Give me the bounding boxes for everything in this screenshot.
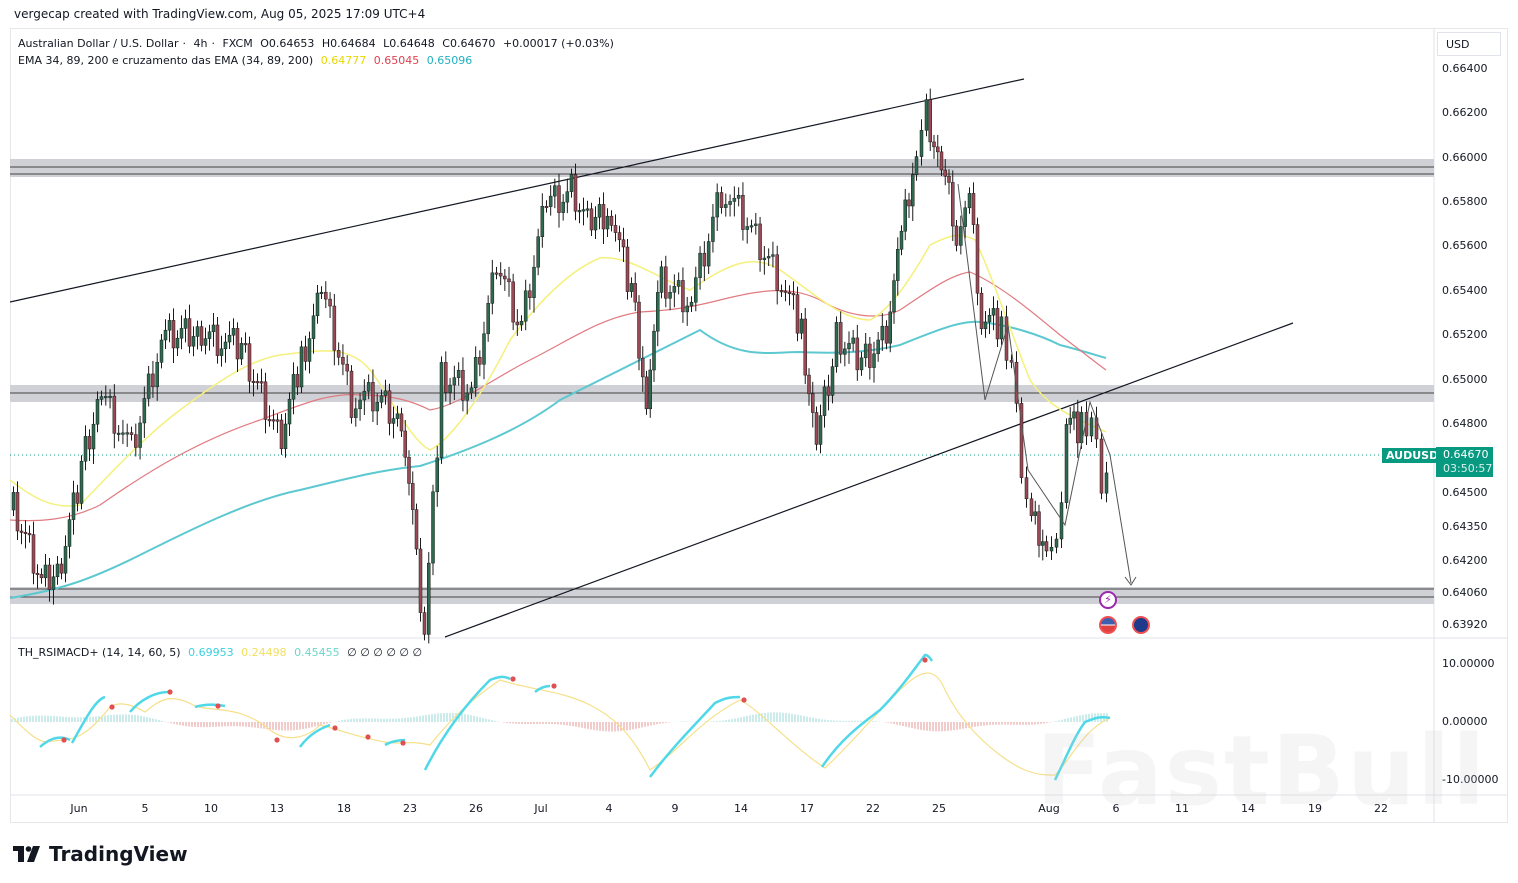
- time-tick: 25: [932, 802, 946, 815]
- price-tick: 0.64350: [1442, 520, 1488, 533]
- time-tick: 5: [141, 802, 149, 815]
- price-tick: 0.66400: [1442, 62, 1488, 75]
- time-tick: 4: [605, 802, 613, 815]
- time-tick: 19: [1308, 802, 1322, 815]
- tradingview-logo-icon: [13, 846, 40, 862]
- ema200-line: [9, 320, 1107, 599]
- price-tick: 0.65800: [1442, 195, 1488, 208]
- chart-frame: [10, 28, 1508, 823]
- event-flash-icon[interactable]: ⚡: [1099, 591, 1117, 609]
- price-tick: 0.66200: [1442, 106, 1488, 119]
- time-tick: Jun: [70, 802, 88, 815]
- indicator-value-2: 0.24498: [241, 646, 287, 659]
- price-tick: 0.64800: [1442, 417, 1488, 430]
- ema34-value: 0.64777: [320, 54, 367, 67]
- time-tick: 14: [1241, 802, 1255, 815]
- indicator-title[interactable]: TH_RSIMACD+ (14, 14, 60, 5): [18, 646, 181, 659]
- interval[interactable]: 4h: [193, 37, 208, 50]
- time-tick: 26: [469, 802, 483, 815]
- last-price-tag: 0.64670 03:50:57: [1436, 447, 1493, 477]
- last-price: 0.64670: [1443, 448, 1489, 461]
- price-tick: 0.65000: [1442, 373, 1488, 386]
- candlesticks: [11, 88, 1109, 644]
- price-tick: 0.66000: [1442, 151, 1488, 164]
- indicator-value-3: 0.45455: [294, 646, 340, 659]
- price-tick: 0.65600: [1442, 239, 1488, 252]
- ohlc-low: L0.64648: [383, 37, 435, 50]
- au-flag-event-icon[interactable]: [1132, 616, 1150, 634]
- ema-indicator-title[interactable]: EMA 34, 89, 200 e cruzamento das EMA (34…: [18, 54, 314, 67]
- indicator-value-1: 0.69953: [188, 646, 234, 659]
- time-tick: 23: [403, 802, 417, 815]
- resistance-zone[interactable]: [10, 159, 1434, 177]
- indicator-tick: -10.00000: [1442, 773, 1499, 786]
- indicator-histogram: [11, 712, 1108, 732]
- watermark: FastBull: [1036, 715, 1488, 827]
- ema34-line: [9, 234, 1107, 507]
- time-tick: 22: [866, 802, 880, 815]
- ema89-line: [9, 271, 1107, 522]
- indicator-legend: TH_RSIMACD+ (14, 14, 60, 5) 0.69953 0.24…: [18, 646, 426, 659]
- time-tick: 6: [1112, 802, 1120, 815]
- ohlc-change: +0.00017 (+0.03%): [502, 37, 614, 50]
- us-flag-event-icon[interactable]: [1099, 616, 1117, 634]
- ohlc-high: H0.64684: [321, 37, 376, 50]
- mid-zone[interactable]: [10, 385, 1434, 402]
- main-legend: Australian Dollar / U.S. Dollar · 4h · FXC…: [18, 37, 614, 67]
- lower-channel-line[interactable]: [444, 322, 1294, 638]
- indicator-main-line: [39, 653, 1111, 781]
- time-tick: 13: [270, 802, 284, 815]
- time-tick: 17: [800, 802, 814, 815]
- time-tick: 22: [1374, 802, 1388, 815]
- support-zone[interactable]: [10, 587, 1434, 604]
- indicator-cross-dots: [61, 657, 928, 746]
- tradingview-logo-text: TradingView: [49, 842, 188, 866]
- symbol-tag: AUDUSD: [1382, 448, 1443, 463]
- time-tick: 9: [671, 802, 679, 815]
- arrow-head-icon: [1124, 576, 1137, 586]
- time-tick: Jul: [534, 802, 548, 815]
- price-tick: 0.65200: [1442, 328, 1488, 341]
- projection-zigzag[interactable]: [957, 183, 1132, 584]
- time-tick: Aug: [1038, 802, 1060, 815]
- price-tick: 0.64060: [1442, 586, 1488, 599]
- indicator-tick: 0.00000: [1442, 715, 1488, 728]
- time-tick: 18: [337, 802, 351, 815]
- time-tick: 11: [1175, 802, 1189, 815]
- symbol-name[interactable]: Australian Dollar / U.S. Dollar: [18, 37, 179, 50]
- price-tick: 0.64500: [1442, 486, 1488, 499]
- ema200-value: 0.65096: [426, 54, 473, 67]
- indicator-tick: 10.00000: [1442, 657, 1495, 670]
- ema89-value: 0.65045: [373, 54, 420, 67]
- time-tick: 14: [734, 802, 748, 815]
- tradingview-logo[interactable]: TradingView: [13, 842, 188, 866]
- currency-selector[interactable]: USD: [1437, 32, 1501, 56]
- ohlc-close: C0.64670: [442, 37, 496, 50]
- ohlc-open: O0.64653: [260, 37, 315, 50]
- price-tick: 0.63920: [1442, 618, 1488, 631]
- credit-line: vergecap created with TradingView.com, A…: [14, 7, 426, 21]
- exchange: FXCM: [222, 37, 253, 50]
- upper-channel-line[interactable]: [9, 78, 1025, 303]
- time-tick: 10: [204, 802, 218, 815]
- price-tick: 0.64200: [1442, 554, 1488, 567]
- price-tick: 0.65400: [1442, 284, 1488, 297]
- indicator-empty-values: ∅ ∅ ∅ ∅ ∅ ∅: [347, 646, 423, 659]
- bar-countdown: 03:50:57: [1443, 462, 1493, 475]
